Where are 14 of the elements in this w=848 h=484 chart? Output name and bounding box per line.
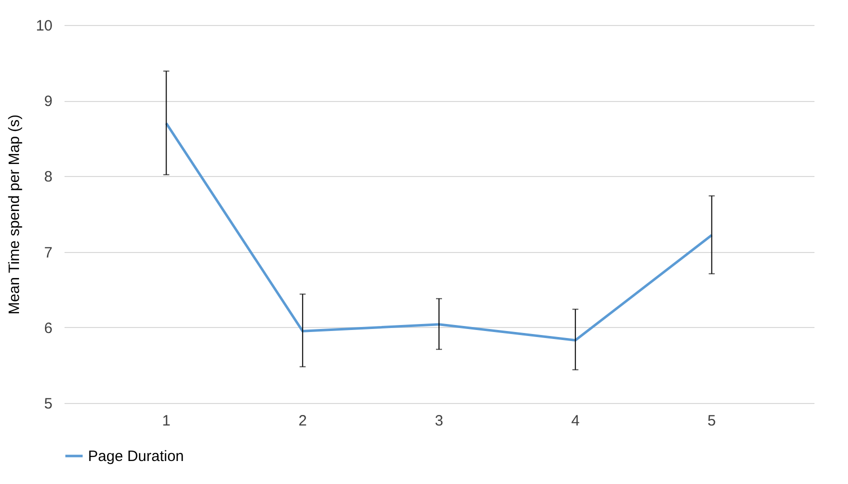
y-tick-label: 7 xyxy=(44,244,52,262)
x-tick-label: 3 xyxy=(434,412,444,430)
y-tick-label: 8 xyxy=(44,168,52,186)
line-series xyxy=(165,122,713,342)
y-axis-title: Mean Time spend per Map (s) xyxy=(6,114,23,315)
x-tick-label: 4 xyxy=(571,412,580,430)
x-tick-label: 1 xyxy=(162,412,170,430)
legend-label: Page Duration xyxy=(88,448,184,465)
y-tick-label: 10 xyxy=(36,18,52,34)
y-tick-label: 9 xyxy=(44,93,52,110)
x-tick-label: 5 xyxy=(708,412,716,430)
x-tick-label: 2 xyxy=(298,412,307,430)
y-tick-label: 6 xyxy=(44,320,52,337)
y-tick-label: 5 xyxy=(44,396,52,412)
